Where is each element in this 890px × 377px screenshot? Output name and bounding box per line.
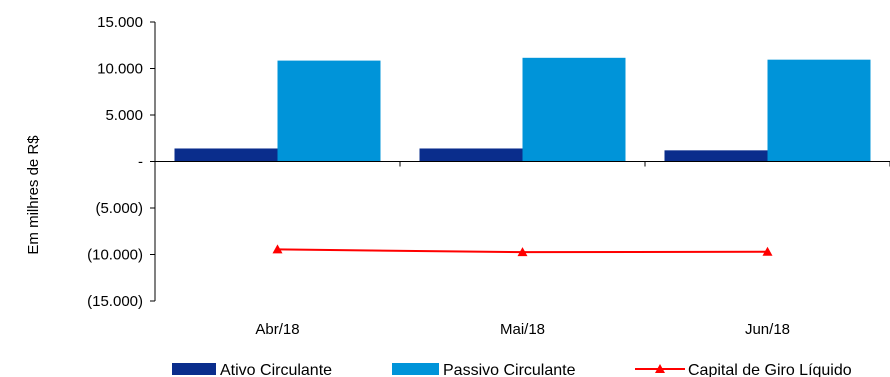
legend-label: Passivo Circulante [443,362,576,377]
x-category-label: Mai/18 [500,321,545,338]
bar-ativo-circulante [174,148,278,162]
line-point-marker [762,246,773,256]
y-tick-label: (5.000) [95,200,143,217]
legend-swatch [392,363,439,375]
plot-area [174,57,871,257]
bar-passivo-circulante [767,59,871,162]
y-tick-label: 10.000 [97,61,143,78]
legend-marker [655,364,665,373]
bar-ativo-circulante [664,150,768,162]
y-tick-label: (15.000) [87,293,143,310]
legend-label: Capital de Giro Líquido [688,362,852,377]
line-point-marker [272,244,283,254]
y-tick-label: 15.000 [97,14,143,31]
legend: Ativo Circulante Passivo Circulante Capita… [172,362,852,377]
y-axis-title: Em milhres de R$ [25,135,42,255]
x-category-label: Abr/18 [255,321,299,338]
legend-swatch [172,363,216,375]
y-axis: 15.000 10.000 5.000 - (5.000) (10.000) (15.000… [87,14,156,310]
bar-passivo-circulante [522,57,626,162]
y-tick-label: (10.000) [87,247,143,264]
legend-label: Ativo Circulante [220,362,332,377]
x-axis: Abr/18 Mai/18 Jun/18 [155,161,890,338]
line-point-marker [517,247,528,257]
y-tick-label: - [138,154,143,171]
bar-passivo-circulante [277,60,381,162]
x-category-label: Jun/18 [745,321,790,338]
y-tick-label: 5.000 [105,107,143,124]
bar-ativo-circulante [419,148,523,162]
